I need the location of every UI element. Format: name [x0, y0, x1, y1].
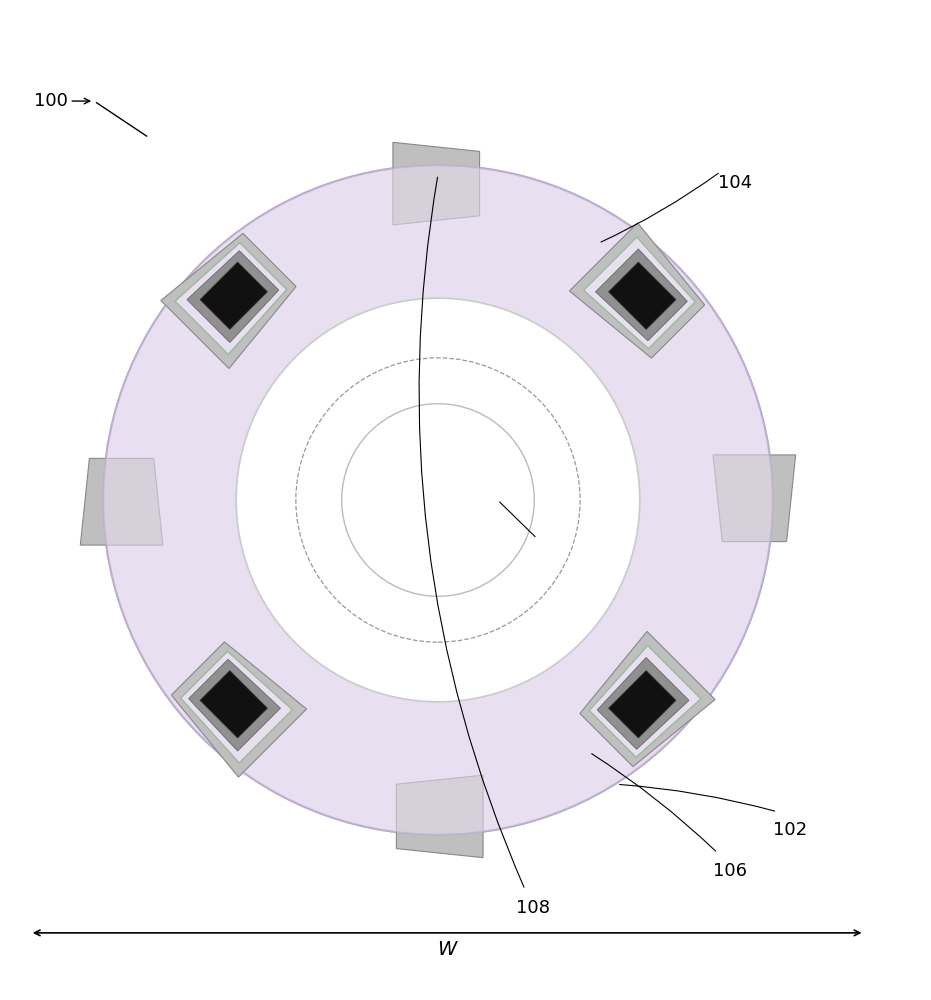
Polygon shape	[584, 237, 695, 349]
Polygon shape	[397, 775, 483, 858]
Text: W: W	[438, 940, 457, 959]
Circle shape	[342, 404, 534, 596]
Polygon shape	[187, 251, 278, 342]
Polygon shape	[161, 233, 296, 369]
Polygon shape	[589, 646, 701, 757]
Polygon shape	[181, 651, 292, 763]
Text: 100: 100	[34, 92, 68, 110]
Text: 110: 110	[537, 532, 571, 550]
Polygon shape	[609, 671, 676, 738]
Polygon shape	[393, 142, 479, 225]
Polygon shape	[200, 262, 267, 329]
Polygon shape	[80, 458, 163, 545]
Text: 108: 108	[516, 899, 550, 917]
Polygon shape	[570, 223, 705, 358]
Polygon shape	[596, 249, 687, 341]
Text: 104: 104	[718, 174, 752, 192]
Polygon shape	[713, 455, 796, 542]
Circle shape	[103, 165, 773, 835]
Polygon shape	[175, 243, 287, 354]
Circle shape	[103, 165, 773, 835]
Circle shape	[236, 298, 640, 702]
Polygon shape	[580, 631, 715, 767]
Polygon shape	[171, 642, 306, 777]
Text: 106: 106	[713, 862, 747, 880]
Text: 102: 102	[773, 821, 807, 839]
Polygon shape	[609, 262, 676, 329]
Polygon shape	[189, 659, 280, 751]
Polygon shape	[200, 671, 267, 738]
Circle shape	[236, 298, 640, 702]
Polygon shape	[598, 658, 689, 749]
